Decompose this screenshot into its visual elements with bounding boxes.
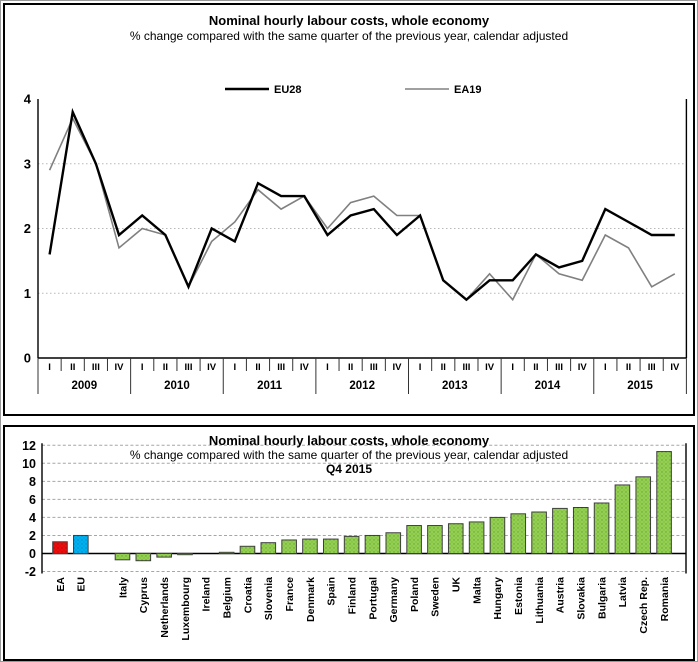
svg-text:2015: 2015	[627, 380, 653, 392]
svg-text:2013: 2013	[442, 380, 468, 392]
svg-text:III: III	[648, 362, 656, 373]
bar-gridlines	[42, 444, 686, 573]
bar-label-Austria: Austria	[555, 577, 567, 613]
bar-label-France: France	[284, 577, 296, 612]
bar-label-Belgium: Belgium	[221, 577, 233, 618]
svg-text:III: III	[277, 362, 285, 373]
svg-text:2: 2	[24, 221, 31, 236]
svg-text:II: II	[255, 362, 260, 373]
svg-text:IV: IV	[485, 362, 495, 373]
svg-text:4: 4	[29, 511, 36, 525]
bar-label-UK: UK	[451, 577, 463, 593]
bar-label-Poland: Poland	[409, 577, 421, 612]
svg-text:4: 4	[24, 92, 32, 107]
bar-label-Finland: Finland	[346, 577, 358, 614]
svg-text:I: I	[604, 362, 607, 373]
svg-text:8: 8	[29, 475, 36, 489]
line-gridlines	[38, 163, 687, 294]
bar-axis-labels: -2 0 2 4 6 8 10 12	[22, 439, 36, 579]
svg-text:III: III	[370, 362, 378, 373]
bars	[52, 451, 672, 562]
bar-label-Slovenia: Slovenia	[263, 577, 275, 620]
bar-label-Ireland: Ireland	[201, 577, 213, 611]
svg-text:II: II	[70, 362, 75, 373]
svg-text:IV: IV	[392, 362, 402, 373]
bar-label-EA: EA	[55, 577, 67, 592]
bar-label-Latvia: Latvia	[617, 577, 629, 608]
svg-text:IV: IV	[300, 362, 310, 373]
svg-text:IV: IV	[115, 362, 125, 373]
bar-chart-panel: -2 0 2 4 6 8 10 12 EA EU Italy Cyprus Netherlands Lux…	[3, 425, 695, 661]
svg-text:2012: 2012	[349, 380, 375, 392]
series-EA19	[48, 116, 676, 302]
svg-text:I: I	[326, 362, 329, 373]
svg-text:3: 3	[24, 156, 31, 171]
bar-label-Malta: Malta	[471, 577, 483, 604]
bar-chart-canvas: -2 0 2 4 6 8 10 12 EA EU Italy Cyprus Netherlands Lux…	[22, 439, 687, 641]
bar-label-Bulgaria: Bulgaria	[596, 577, 608, 619]
legend-label-EU28: EU28	[274, 84, 302, 96]
legend-label-EA19: EA19	[454, 84, 482, 96]
bar-label-Lithuania: Lithuania	[534, 577, 546, 624]
bar-label-EU: EU	[76, 577, 88, 592]
bar-label-Hungary: Hungary	[492, 577, 504, 620]
bar-label-Romania: Romania	[659, 577, 671, 622]
svg-text:0: 0	[29, 547, 36, 561]
bar-label-Spain: Spain	[326, 577, 338, 606]
svg-text:III: III	[185, 362, 193, 373]
svg-text:I: I	[419, 362, 422, 373]
bar-label-Netherlands: Netherlands	[159, 577, 171, 638]
svg-text:II: II	[441, 362, 446, 373]
bar-label-Germany: Germany	[388, 577, 400, 623]
svg-text:II: II	[533, 362, 538, 373]
line-axes	[37, 99, 688, 394]
bar-label-Cyprus: Cyprus	[138, 577, 150, 613]
bar-label-Sweden: Sweden	[430, 577, 442, 617]
svg-text:2009: 2009	[72, 380, 98, 392]
svg-text:IV: IV	[207, 362, 217, 373]
svg-text:2: 2	[29, 529, 36, 543]
svg-text:III: III	[92, 362, 100, 373]
bar-label-Croatia: Croatia	[242, 577, 254, 613]
bar-label-Estonia: Estonia	[513, 577, 525, 615]
bar-label-Slovakia: Slovakia	[576, 577, 588, 620]
svg-text:III: III	[462, 362, 470, 373]
svg-text:I: I	[234, 362, 237, 373]
svg-text:II: II	[348, 362, 353, 373]
svg-text:III: III	[555, 362, 563, 373]
line-legend: EU28 EA19	[225, 84, 482, 96]
bar-Belgium	[218, 551, 235, 555]
svg-text:IV: IV	[578, 362, 588, 373]
svg-text:II: II	[626, 362, 631, 373]
bar-category-labels: EA EU Italy Cyprus Netherlands Luxembourg Irel…	[55, 577, 671, 641]
bar-Luxembourg	[177, 553, 193, 556]
svg-text:1: 1	[24, 286, 31, 301]
bar-label-Denmark: Denmark	[305, 577, 317, 622]
line-chart-panel: 0 1 2 3 4 I II III IV I II III IV I II III IV I II III IV I II…	[3, 3, 695, 416]
bar-label-Luxembourg: Luxembourg	[180, 577, 192, 641]
bar-label-Czech Rep.: Czech Rep.	[638, 577, 650, 634]
svg-text:I: I	[141, 362, 144, 373]
svg-text:12: 12	[22, 439, 36, 453]
svg-text:0: 0	[24, 351, 31, 366]
svg-text:10: 10	[22, 457, 36, 471]
svg-text:I: I	[48, 362, 51, 373]
svg-text:-2: -2	[25, 565, 36, 579]
svg-text:II: II	[163, 362, 168, 373]
svg-text:IV: IV	[670, 362, 680, 373]
svg-text:2010: 2010	[164, 380, 190, 392]
series-EU28	[48, 107, 675, 302]
bar-label-Italy: Italy	[117, 577, 129, 598]
svg-text:2014: 2014	[535, 380, 561, 392]
svg-text:2011: 2011	[257, 380, 283, 392]
bar-label-Portugal: Portugal	[367, 577, 379, 620]
svg-text:I: I	[511, 362, 514, 373]
svg-text:6: 6	[29, 493, 36, 507]
